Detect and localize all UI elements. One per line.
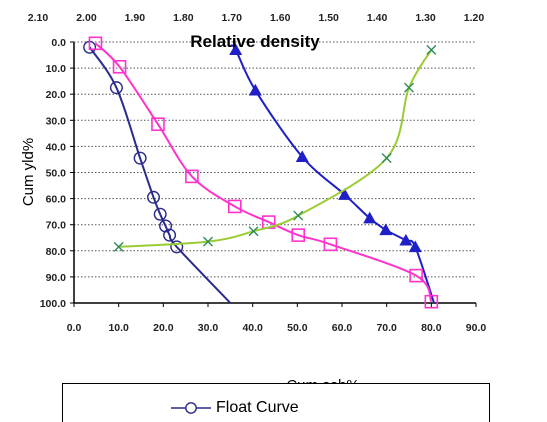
x-tick-label: 60.0 [332,322,353,334]
x-tick-label: 40.0 [242,322,263,334]
data-point-square [151,117,165,132]
top-x-tick-label: 2.00 [76,12,97,24]
data-point-x [426,44,437,55]
top-x-tick-label: 1.80 [173,12,194,24]
data-point-square [88,36,103,51]
top-x-tick-label: 1.60 [270,12,291,24]
series-line [88,46,232,304]
series-1 [83,40,232,304]
x-tick-label: 20.0 [153,322,174,334]
data-point-x [293,210,304,221]
top-x-tick-label: 1.50 [318,12,339,24]
x-tick-label: 90.0 [466,322,487,334]
y-tick-label: 0.0 [51,37,66,49]
data-point-x [404,82,414,93]
axes [70,41,477,307]
legend-label: Float Curve [216,399,299,416]
y-tick-label: 90.0 [46,272,67,284]
data-point-square [424,294,439,309]
top-x-tick-label: 2.10 [28,12,49,24]
data-point-x [203,236,213,247]
x-tick-label: 30.0 [198,322,219,334]
y-axis-label: Cum yld% [20,138,37,206]
data-point-triangle [399,233,413,246]
top-x-tick-label: 1.90 [125,12,146,24]
data-point-square [228,199,242,214]
data-point-square [291,228,306,242]
top-x-tick-label: 1.30 [415,12,436,24]
data-point-triangle [408,240,422,253]
series-2 [229,43,435,304]
y-tick-label: 50.0 [46,168,67,180]
top-x-tick-label: 1.40 [367,12,388,24]
data-point-circle [153,207,167,221]
x-tick-label: 70.0 [376,322,397,334]
y-tick-label: 60.0 [46,194,67,206]
data-point-triangle [229,43,243,56]
data-point-square [323,237,338,252]
data-point-triangle [248,83,262,96]
y-tick-label: 30.0 [46,115,67,127]
legend-swatch [171,402,211,414]
x-tick-label: 80.0 [421,322,442,334]
data-point-circle [147,190,161,204]
series-4 [113,44,437,252]
y-tick-label: 20.0 [46,89,67,101]
top-x-tick-label: 1.20 [464,12,485,24]
top-x-tick-label: 1.70 [222,12,243,24]
data-point-circle [163,228,177,242]
y-tick-label: 70.0 [46,220,67,232]
x-tick-label: 0.0 [67,322,82,334]
data-point-x [113,241,124,252]
series-line [94,42,433,303]
y-tick-label: 40.0 [46,141,67,153]
data-point-triangle [379,223,393,236]
legend-item-float-curve: Float Curve [170,398,299,418]
data-point-circle [170,240,184,254]
data-point-square [112,59,127,74]
legend: Float Curve [62,383,490,422]
data-point-x [381,153,392,164]
data-point-triangle [295,150,309,163]
x-tick-label: 50.0 [287,322,308,334]
data-point-triangle [338,188,352,200]
series-line [229,44,435,304]
tick-labels: 0.0 10.0 20.0 30.0 40.0 50.0 60.0 70.0 80.0 90.0 1… [28,12,487,334]
data-point-circle [109,81,123,95]
series-3 [88,36,439,309]
x-tick-label: 10.0 [108,322,129,334]
data-point-circle [133,151,147,165]
data-point-square [185,169,199,184]
y-tick-label: 100.0 [40,298,66,310]
data-point-triangle [363,211,377,224]
data-point-x [248,226,259,237]
y-tick-label: 10.0 [46,63,67,75]
chart-title: Relative density [190,32,320,51]
data-point-square [409,268,423,283]
y-tick-label: 80.0 [46,246,67,258]
plot-series [83,36,439,309]
